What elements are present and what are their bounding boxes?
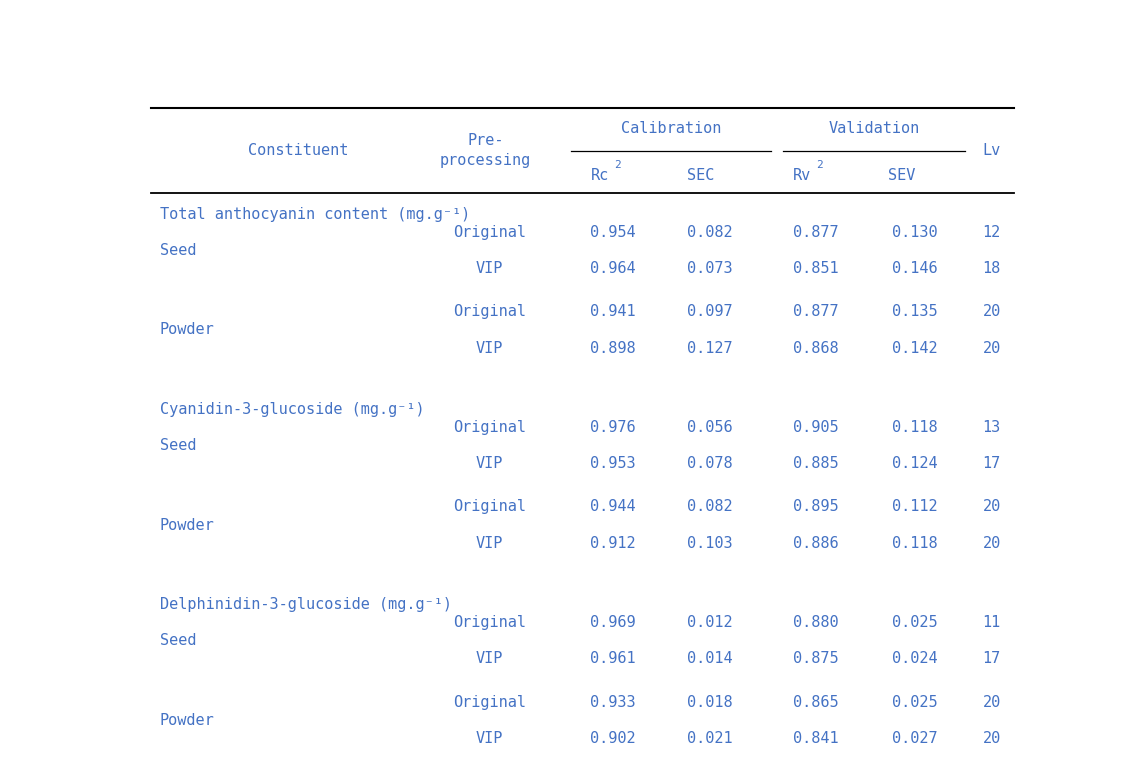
Text: 17: 17 xyxy=(983,651,1001,666)
Text: Delphinidin-3-glucoside (mg.g⁻¹): Delphinidin-3-glucoside (mg.g⁻¹) xyxy=(159,597,452,612)
Text: Rc: Rc xyxy=(591,168,609,183)
Text: 0.964: 0.964 xyxy=(591,261,636,276)
Text: 12: 12 xyxy=(983,225,1001,240)
Text: 0.025: 0.025 xyxy=(892,694,938,709)
Text: 0.146: 0.146 xyxy=(892,261,938,276)
Text: 0.905: 0.905 xyxy=(793,420,838,435)
Text: 20: 20 xyxy=(983,500,1001,515)
Text: Rv: Rv xyxy=(793,168,811,183)
Text: Original: Original xyxy=(453,500,526,515)
Text: Constituent: Constituent xyxy=(248,143,349,158)
Text: 13: 13 xyxy=(983,420,1001,435)
Text: 0.885: 0.885 xyxy=(793,456,838,471)
Text: 0.118: 0.118 xyxy=(892,420,938,435)
Text: VIP: VIP xyxy=(476,731,503,746)
Text: 0.969: 0.969 xyxy=(591,615,636,631)
Text: Lv: Lv xyxy=(983,143,1001,158)
Text: 0.012: 0.012 xyxy=(687,615,733,631)
Text: VIP: VIP xyxy=(476,261,503,276)
Text: 0.021: 0.021 xyxy=(687,731,733,746)
Text: 0.880: 0.880 xyxy=(793,615,838,631)
Text: Total anthocyanin content (mg.g⁻¹): Total anthocyanin content (mg.g⁻¹) xyxy=(159,207,470,222)
Text: 0.078: 0.078 xyxy=(687,456,733,471)
Text: 0.944: 0.944 xyxy=(591,500,636,515)
Text: VIP: VIP xyxy=(476,456,503,471)
Text: VIP: VIP xyxy=(476,340,503,356)
Text: 0.953: 0.953 xyxy=(591,456,636,471)
Text: 0.014: 0.014 xyxy=(687,651,733,666)
Text: 0.127: 0.127 xyxy=(687,340,733,356)
Text: VIP: VIP xyxy=(476,651,503,666)
Text: 0.024: 0.024 xyxy=(892,651,938,666)
Text: 17: 17 xyxy=(983,456,1001,471)
Text: 20: 20 xyxy=(983,536,1001,550)
Text: Original: Original xyxy=(453,420,526,435)
Text: Seed: Seed xyxy=(159,634,197,648)
Text: 0.877: 0.877 xyxy=(793,304,838,319)
Text: 0.124: 0.124 xyxy=(892,456,938,471)
Text: 0.018: 0.018 xyxy=(687,694,733,709)
Text: 0.954: 0.954 xyxy=(591,225,636,240)
Text: 0.142: 0.142 xyxy=(892,340,938,356)
Text: 0.868: 0.868 xyxy=(793,340,838,356)
Text: 0.976: 0.976 xyxy=(591,420,636,435)
Text: 0.027: 0.027 xyxy=(892,731,938,746)
Text: 0.112: 0.112 xyxy=(892,500,938,515)
Text: 18: 18 xyxy=(983,261,1001,276)
Text: 0.073: 0.073 xyxy=(687,261,733,276)
Text: Seed: Seed xyxy=(159,243,197,258)
Text: 0.082: 0.082 xyxy=(687,500,733,515)
Text: 0.135: 0.135 xyxy=(892,304,938,319)
Text: Calibration: Calibration xyxy=(621,121,721,136)
Text: 0.898: 0.898 xyxy=(591,340,636,356)
Text: SEV: SEV xyxy=(888,168,916,183)
Text: 2: 2 xyxy=(817,160,824,170)
Text: Powder: Powder xyxy=(159,322,215,337)
Text: 2: 2 xyxy=(615,160,620,170)
Text: 0.082: 0.082 xyxy=(687,225,733,240)
Text: SEC: SEC xyxy=(687,168,715,183)
Text: 0.097: 0.097 xyxy=(687,304,733,319)
Text: 0.886: 0.886 xyxy=(793,536,838,550)
Text: Original: Original xyxy=(453,694,526,709)
Text: Pre-
processing: Pre- processing xyxy=(440,133,531,168)
Text: 20: 20 xyxy=(983,304,1001,319)
Text: 0.865: 0.865 xyxy=(793,694,838,709)
Text: 0.902: 0.902 xyxy=(591,731,636,746)
Text: Powder: Powder xyxy=(159,713,215,728)
Text: 0.933: 0.933 xyxy=(591,694,636,709)
Text: Validation: Validation xyxy=(828,121,920,136)
Text: 0.118: 0.118 xyxy=(892,536,938,550)
Text: Original: Original xyxy=(453,304,526,319)
Text: 0.941: 0.941 xyxy=(591,304,636,319)
Text: 0.025: 0.025 xyxy=(892,615,938,631)
Text: 20: 20 xyxy=(983,694,1001,709)
Text: 20: 20 xyxy=(983,731,1001,746)
Text: 0.895: 0.895 xyxy=(793,500,838,515)
Text: 0.877: 0.877 xyxy=(793,225,838,240)
Text: Seed: Seed xyxy=(159,438,197,453)
Text: 11: 11 xyxy=(983,615,1001,631)
Text: Cyanidin-3-glucoside (mg.g⁻¹): Cyanidin-3-glucoside (mg.g⁻¹) xyxy=(159,402,424,417)
Text: Original: Original xyxy=(453,615,526,631)
Text: 0.875: 0.875 xyxy=(793,651,838,666)
Text: 20: 20 xyxy=(983,340,1001,356)
Text: 0.103: 0.103 xyxy=(687,536,733,550)
Text: Original: Original xyxy=(453,225,526,240)
Text: 0.912: 0.912 xyxy=(591,536,636,550)
Text: 0.851: 0.851 xyxy=(793,261,838,276)
Text: 0.056: 0.056 xyxy=(687,420,733,435)
Text: 0.841: 0.841 xyxy=(793,731,838,746)
Text: 0.130: 0.130 xyxy=(892,225,938,240)
Text: 0.961: 0.961 xyxy=(591,651,636,666)
Text: Powder: Powder xyxy=(159,518,215,533)
Text: VIP: VIP xyxy=(476,536,503,550)
